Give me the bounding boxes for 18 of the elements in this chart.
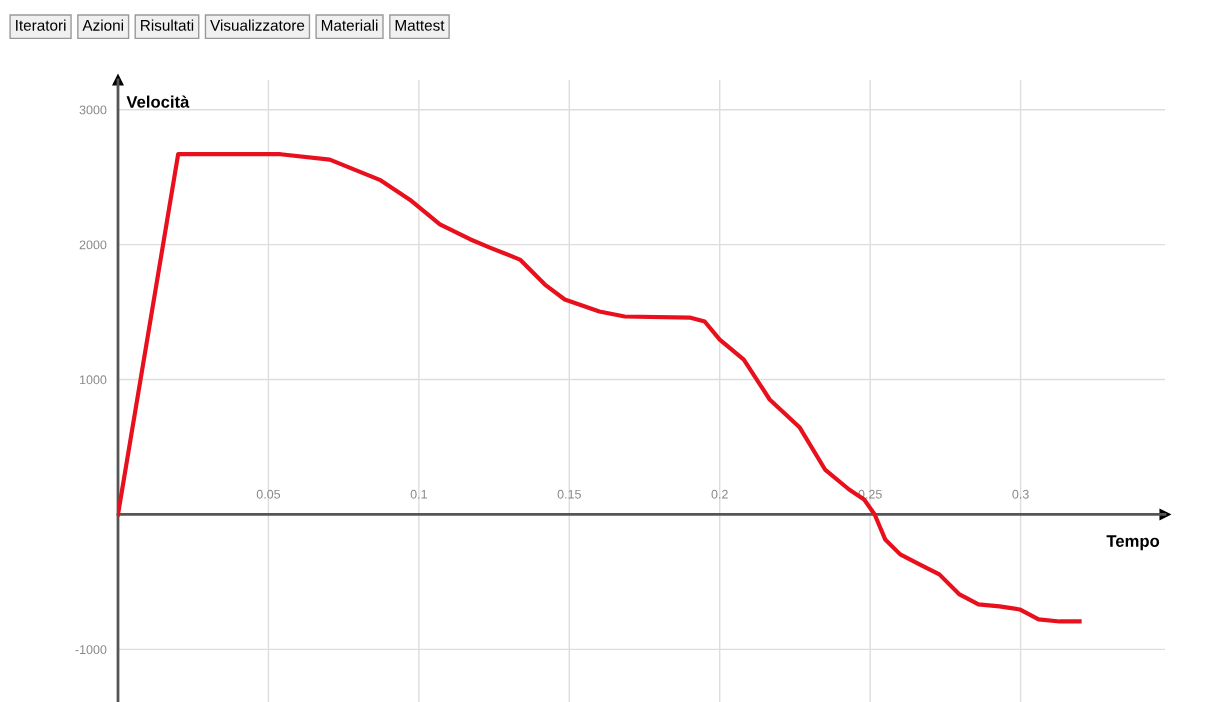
x-tick-label: 0.3 <box>1012 489 1029 499</box>
text: Mattest <box>395 20 445 31</box>
x-tick-label: 0.15 <box>557 489 581 499</box>
x-tick-label: 0.2 <box>711 489 728 499</box>
text: Risultati <box>141 19 194 31</box>
y-tick-label: 3000 <box>79 105 107 115</box>
text: Azioni <box>82 19 124 31</box>
y-tick-label: 2000 <box>79 240 107 250</box>
text: Materiali <box>321 19 378 31</box>
y-tick-label: 1000 <box>80 375 107 385</box>
y-axis-title: Velocità <box>126 95 190 108</box>
text: Visualizzatore <box>210 19 305 31</box>
line-series <box>118 152 1082 624</box>
x-tick-label: 0.1 <box>410 489 427 499</box>
y-tick-label: -1000 <box>75 645 107 655</box>
text: Iteratori <box>16 19 66 31</box>
x-tick-label: 0.05 <box>256 489 281 499</box>
x-axis-title: Tempo <box>1106 535 1160 551</box>
